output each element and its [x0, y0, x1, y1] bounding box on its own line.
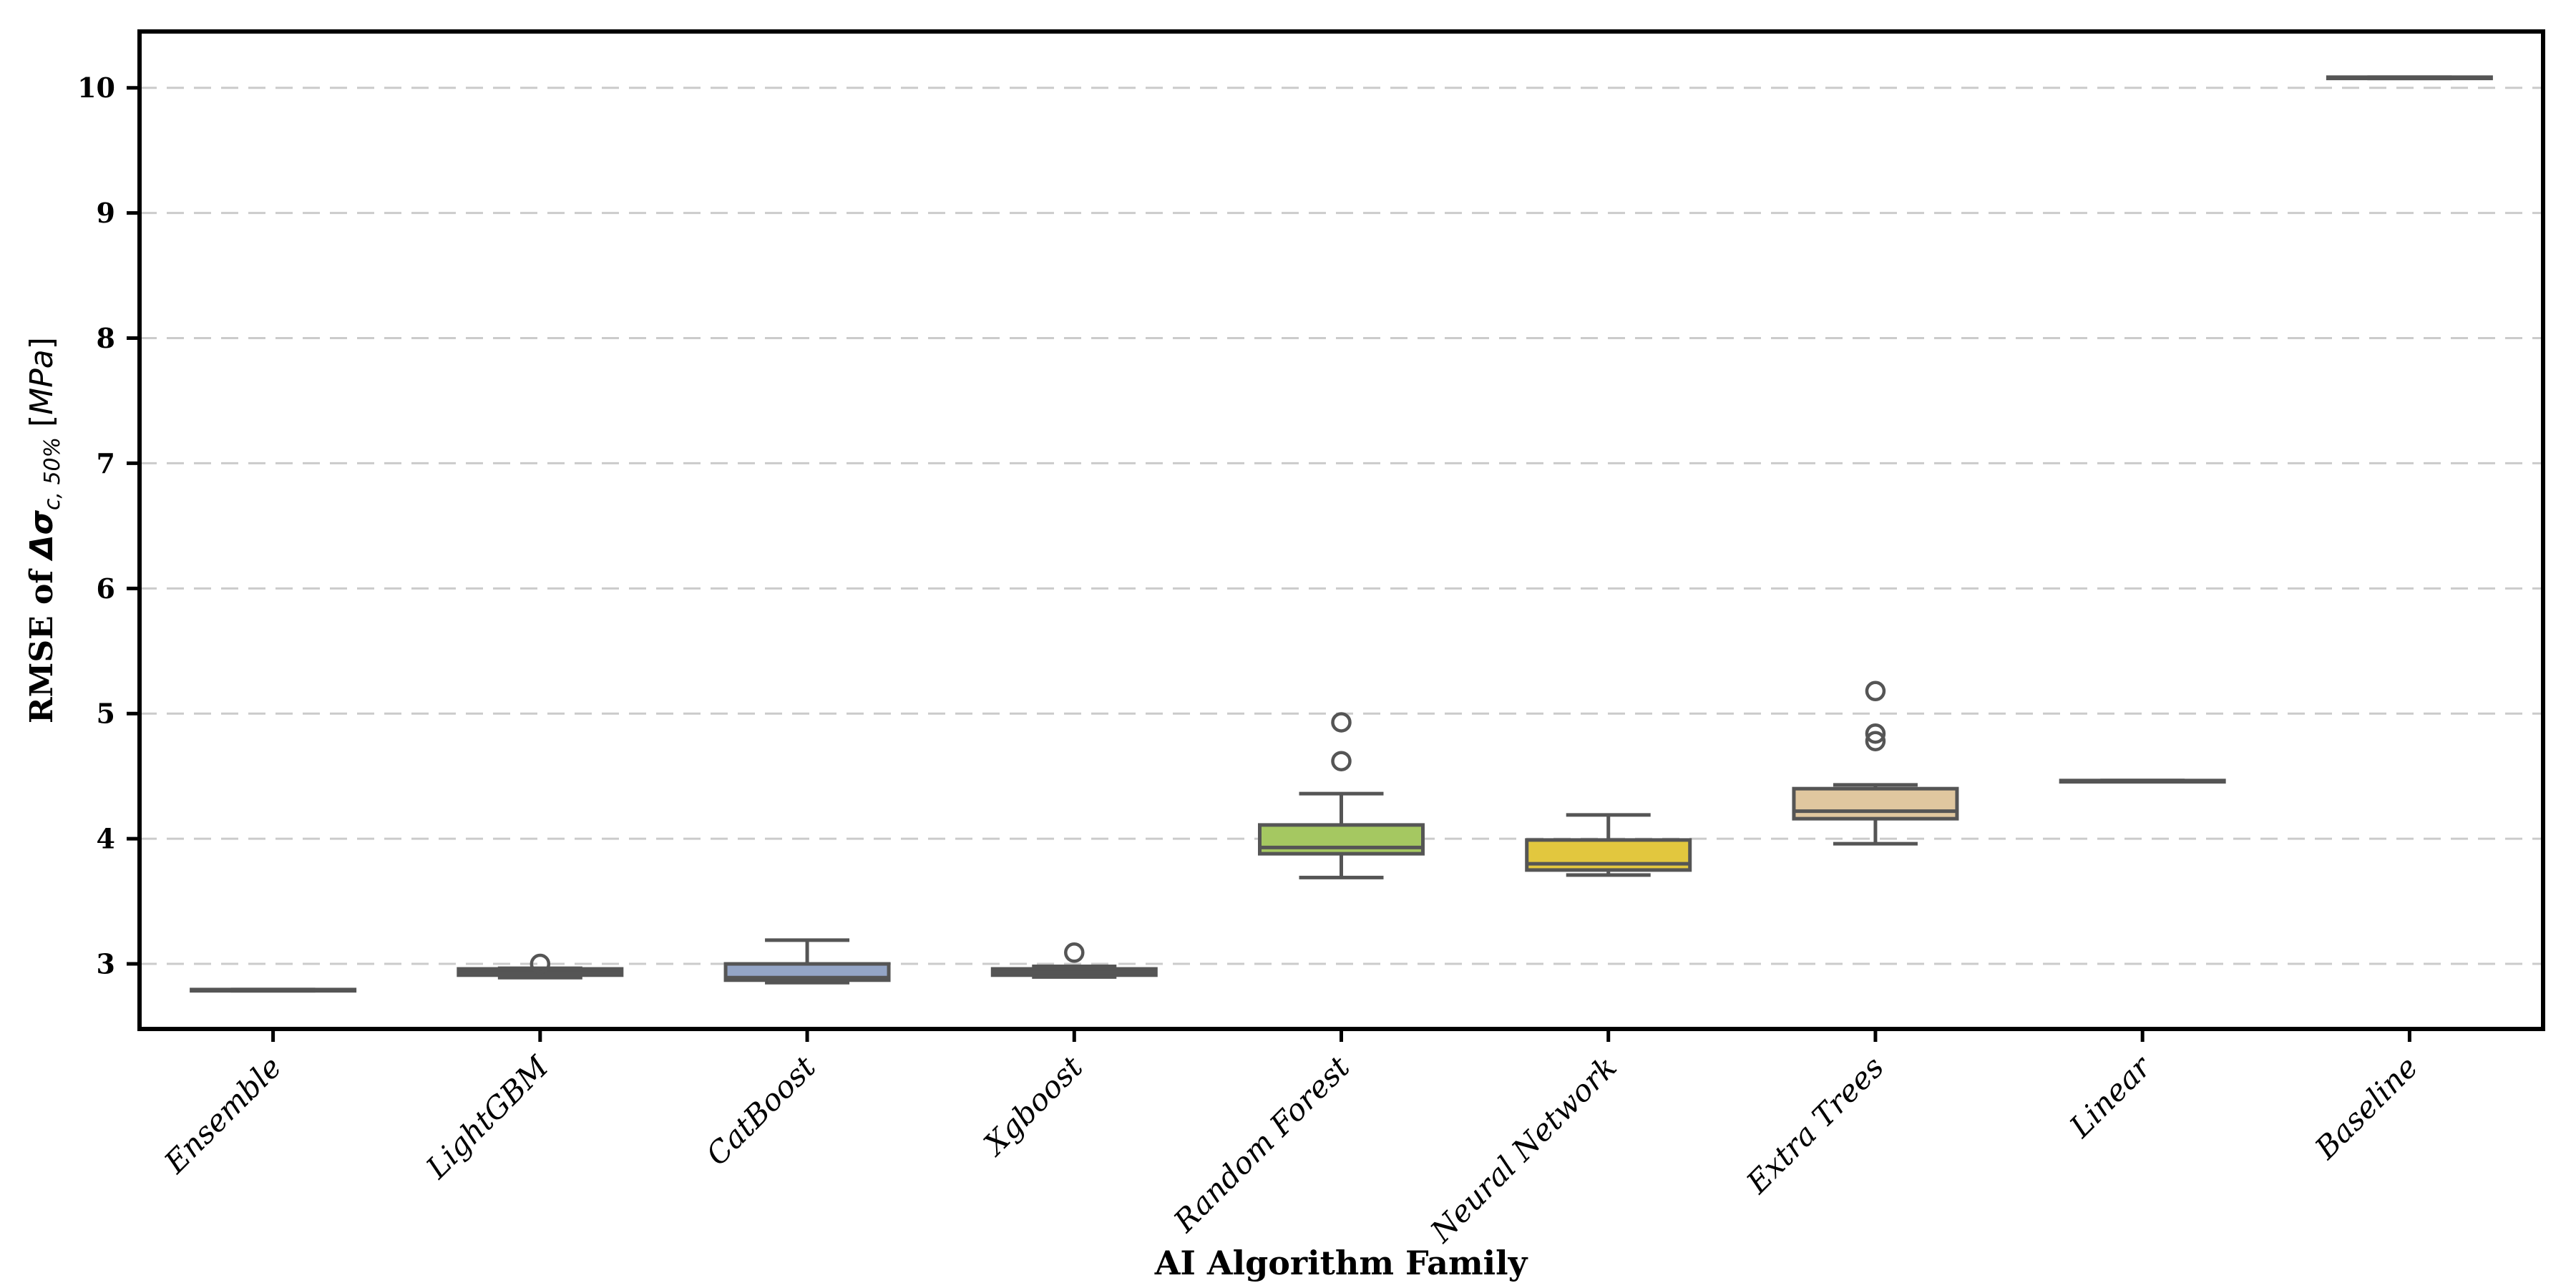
x-tick-label-linear: Linear — [2062, 1048, 2159, 1144]
y-tick-label-5: 5 — [97, 698, 115, 730]
outlier-extra-trees-1 — [1865, 723, 1886, 744]
box-random-forest — [1258, 823, 1425, 856]
y-axis-title: RMSE of Δσc, 50% [MPa] — [24, 337, 65, 723]
x-axis-title: AI Algorithm Family — [1154, 1244, 1528, 1282]
y-axis-title-open-bracket: [ — [24, 414, 61, 437]
y-tick-label-9: 9 — [97, 197, 115, 229]
outlier-random-forest-0 — [1331, 751, 1352, 771]
outlier-extra-trees-0 — [1865, 731, 1886, 751]
outlier-lightgbm-0 — [530, 953, 551, 975]
y-tick-label-6: 6 — [97, 572, 115, 605]
y-axis-title-close-bracket: ] — [24, 337, 61, 350]
plot-border — [137, 29, 2545, 1031]
x-tick-label-baseline: Baseline — [2308, 1049, 2424, 1166]
x-tick-label-catboost: CatBoost — [699, 1049, 822, 1172]
x-tick-label-ensemble: Ensemble — [157, 1049, 288, 1180]
y-tick-label-8: 8 — [97, 322, 115, 354]
box-extra-trees — [1792, 786, 1959, 821]
y-tick-label-4: 4 — [97, 823, 115, 855]
y-tick-label-3: 3 — [97, 948, 115, 980]
outlier-xgboost-0 — [1064, 942, 1085, 963]
y-tick-label-10: 10 — [77, 72, 115, 104]
y-axis-title-unit: MPa — [24, 349, 61, 415]
x-tick-label-xgboost: Xgboost — [975, 1049, 1089, 1163]
x-tick-label-random-forest: Random Forest — [1166, 1049, 1357, 1239]
x-tick-label-lightgbm: LightGBM — [419, 1049, 555, 1186]
y-tick-label-7: 7 — [97, 447, 115, 479]
y-axis-title-prefix: RMSE of — [24, 559, 61, 723]
outlier-random-forest-1 — [1331, 712, 1352, 733]
y-axis-title-subscript: c, 50% — [39, 436, 65, 511]
outlier-extra-trees-2 — [1865, 680, 1886, 702]
x-tick-label-neural-network: Neural Network — [1423, 1049, 1624, 1249]
x-tick-label-extra-trees: Extra Trees — [1740, 1049, 1890, 1200]
y-axis-title-symbol: Δσ — [24, 510, 61, 560]
